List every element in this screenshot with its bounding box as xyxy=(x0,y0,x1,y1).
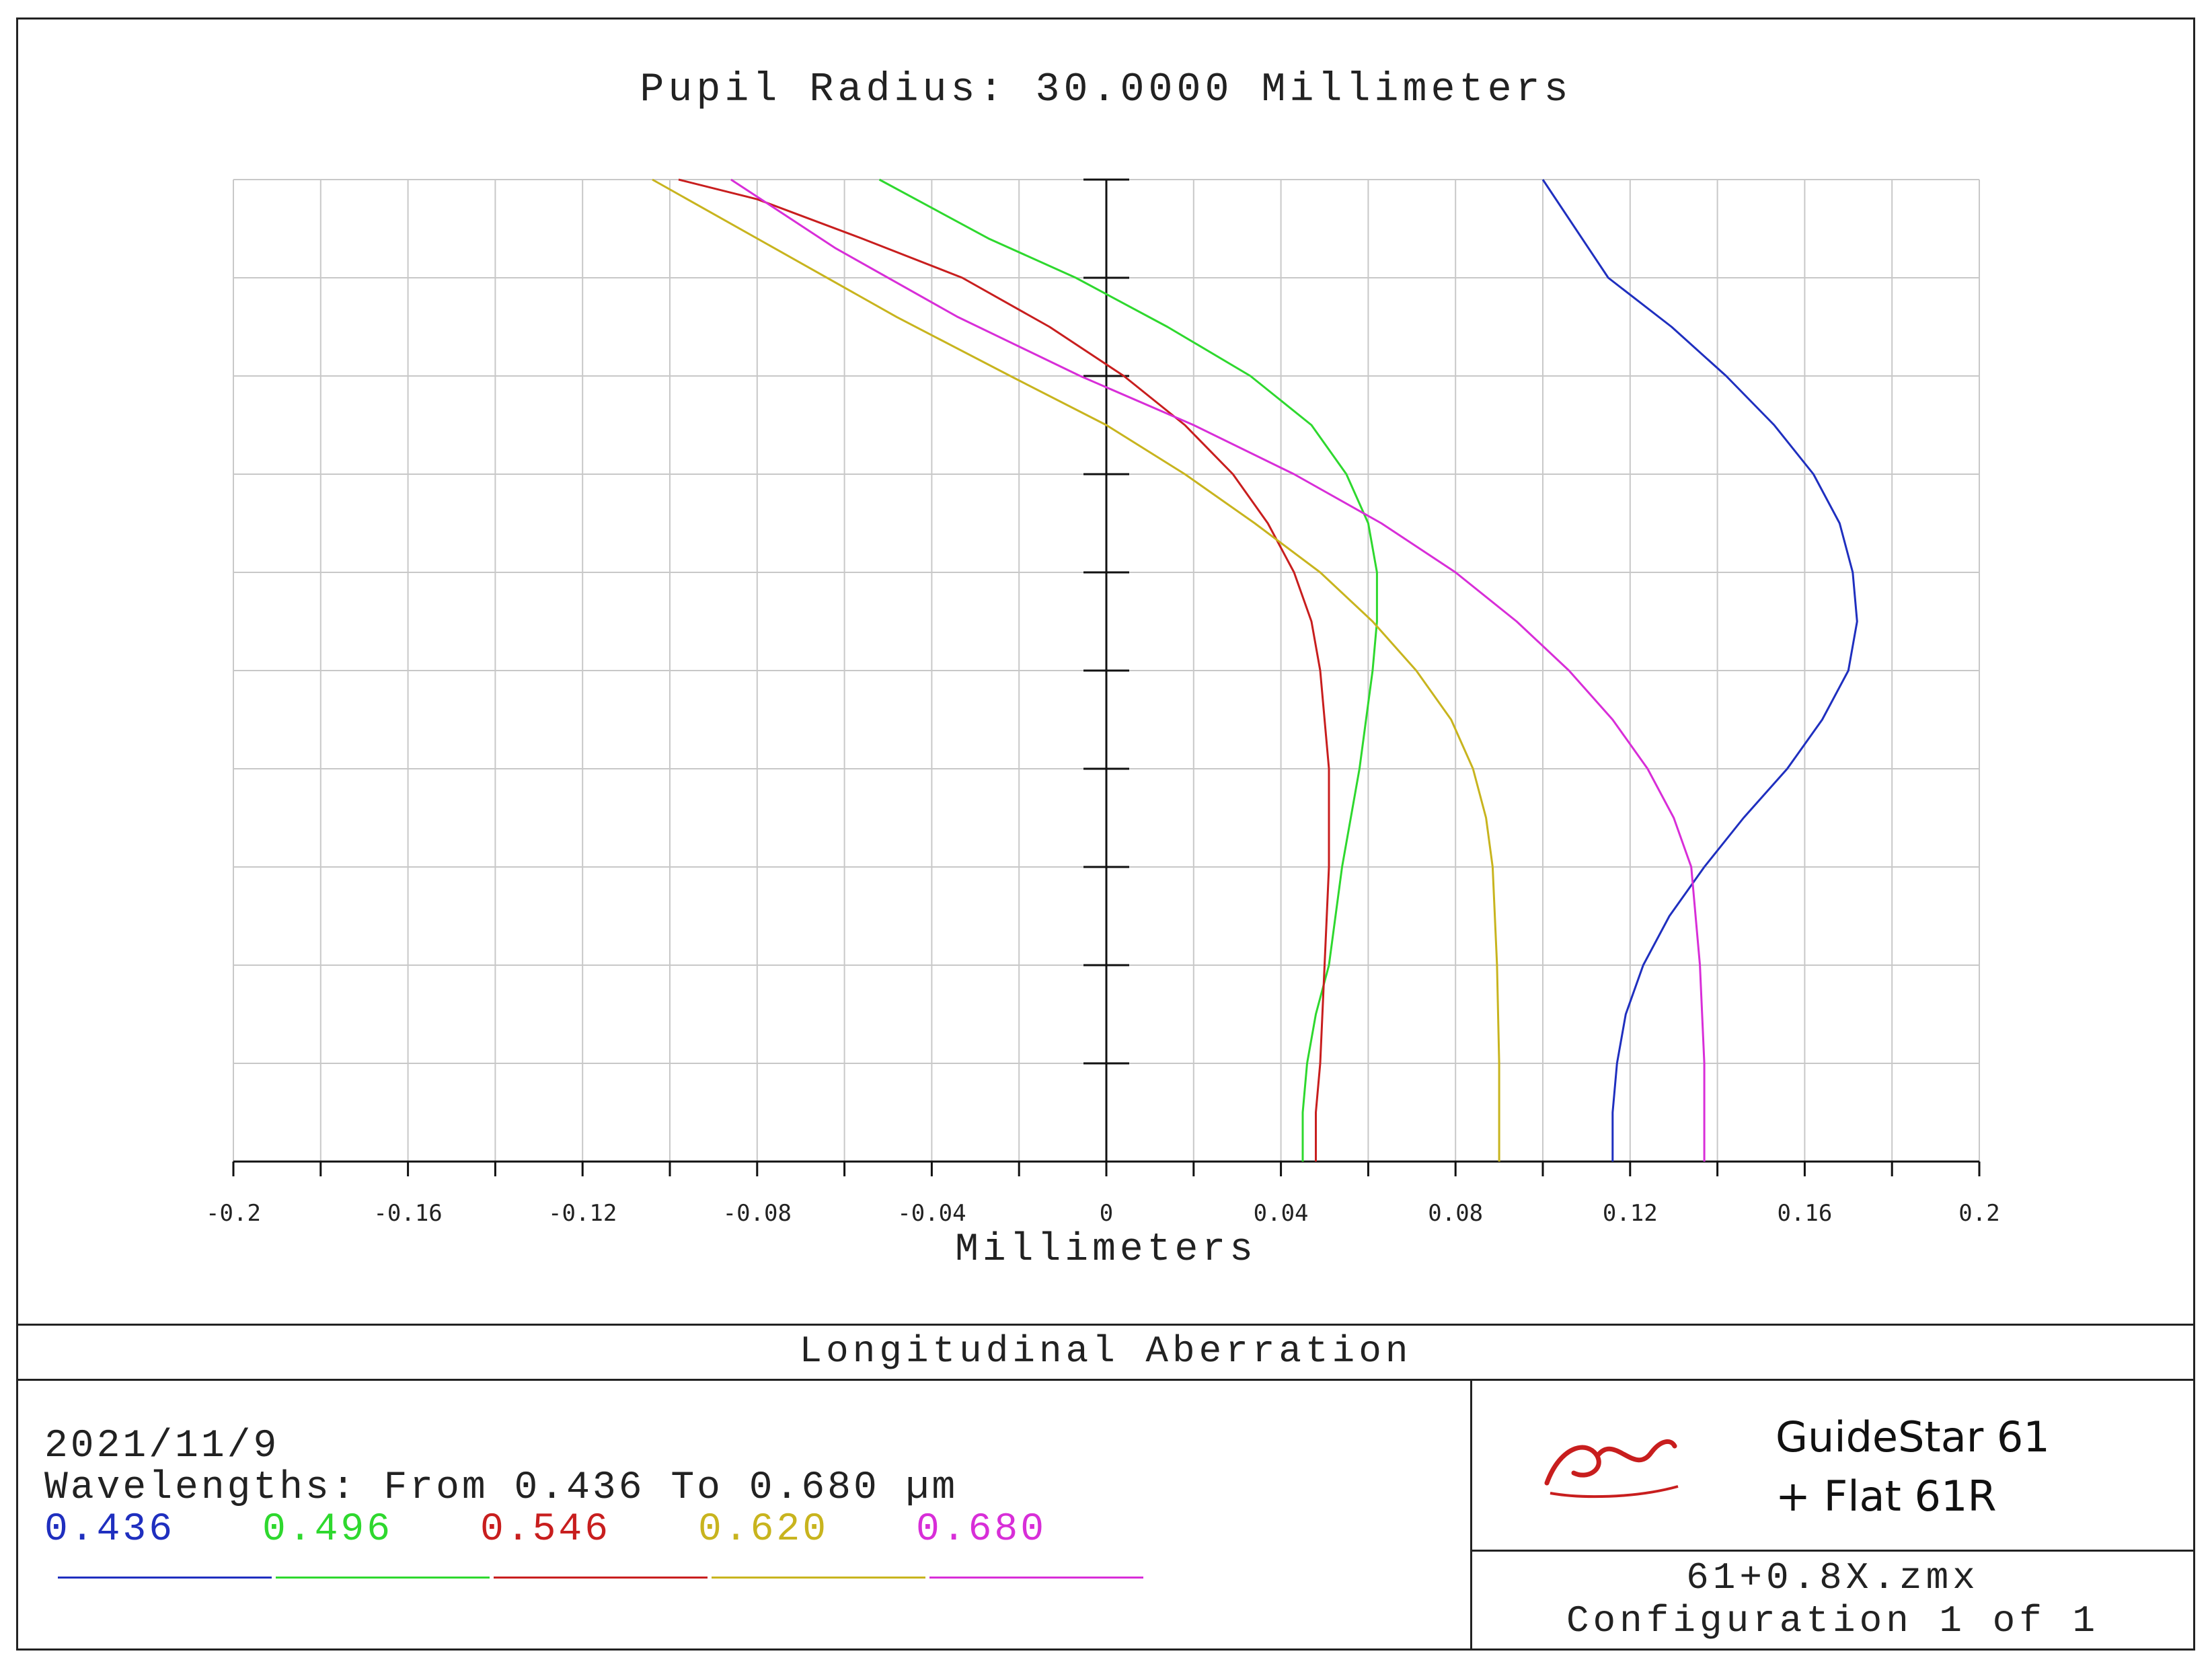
x-tick-label: -0.16 xyxy=(373,1200,442,1227)
x-tick-label: 0.08 xyxy=(1428,1200,1483,1227)
x-tick-label: -0.08 xyxy=(723,1200,792,1227)
plot-frame xyxy=(16,17,2195,1651)
legend-label-0680: 0.680 xyxy=(916,1508,1047,1552)
file-name: 61+0.8X.zmx xyxy=(1686,1556,1979,1599)
series-line-0680 xyxy=(730,178,1706,1162)
x-tick-label: -0.2 xyxy=(206,1200,261,1227)
x-tick-label: 0.04 xyxy=(1254,1200,1309,1227)
legend-line-0620 xyxy=(712,1577,925,1579)
date-text: 2021/11/9 xyxy=(44,1425,280,1468)
series-lines xyxy=(652,178,1858,1162)
legend-line-0680 xyxy=(929,1577,1143,1579)
x-tick-label: 0.12 xyxy=(1603,1200,1658,1227)
x-axis-label: Millimeters xyxy=(955,1228,1257,1272)
divider-top xyxy=(16,1324,2195,1326)
william-optics-logo xyxy=(1544,1439,1679,1499)
legend-line-0546 xyxy=(494,1577,708,1579)
x-tick-label: -0.04 xyxy=(897,1200,966,1227)
logo-swoosh xyxy=(1544,1439,1677,1486)
series-line-0546 xyxy=(678,178,1330,1162)
wavelength-range-text: Wavelengths: From 0.436 To 0.680 µm xyxy=(44,1466,958,1510)
series-line-0620 xyxy=(652,178,1500,1162)
legend-label-0620: 0.620 xyxy=(698,1508,829,1552)
divider-product-file xyxy=(1470,1550,2195,1552)
legend-label-0546: 0.546 xyxy=(480,1508,611,1552)
axes xyxy=(232,178,1981,1176)
series-line-0436 xyxy=(1541,179,1858,1162)
pupil-radius-title: Pupil Radius: 30.0000 Millimeters xyxy=(640,67,1572,113)
legend-label-0436: 0.436 xyxy=(44,1508,176,1552)
product-name-line1: GuideStar 61 xyxy=(1776,1412,2050,1462)
divider-middle xyxy=(16,1379,2195,1381)
x-tick-labels: -0.2 -0.16 -0.12 -0.08 -0.04 0 0.04 0.08 0.12 0.1… xyxy=(206,1200,2000,1227)
series-line-0496 xyxy=(878,178,1378,1162)
legend-line-0436 xyxy=(58,1577,272,1579)
plot-type-title: Longitudinal Aberration xyxy=(799,1330,1412,1373)
x-tick-label: -0.12 xyxy=(548,1200,617,1227)
configuration-text: Configuration 1 of 1 xyxy=(1566,1599,2100,1642)
x-tick-label: 0 xyxy=(1100,1200,1113,1227)
legend-label-0496: 0.496 xyxy=(262,1508,393,1552)
x-tick-label: 0.2 xyxy=(1958,1200,1999,1227)
legend-line-0496 xyxy=(276,1577,490,1579)
logo-swoosh-under xyxy=(1550,1485,1679,1499)
x-tick-label: 0.16 xyxy=(1777,1200,1832,1227)
product-name-line2: + Flat 61R xyxy=(1776,1472,1997,1521)
divider-info-vertical xyxy=(1470,1379,1472,1651)
